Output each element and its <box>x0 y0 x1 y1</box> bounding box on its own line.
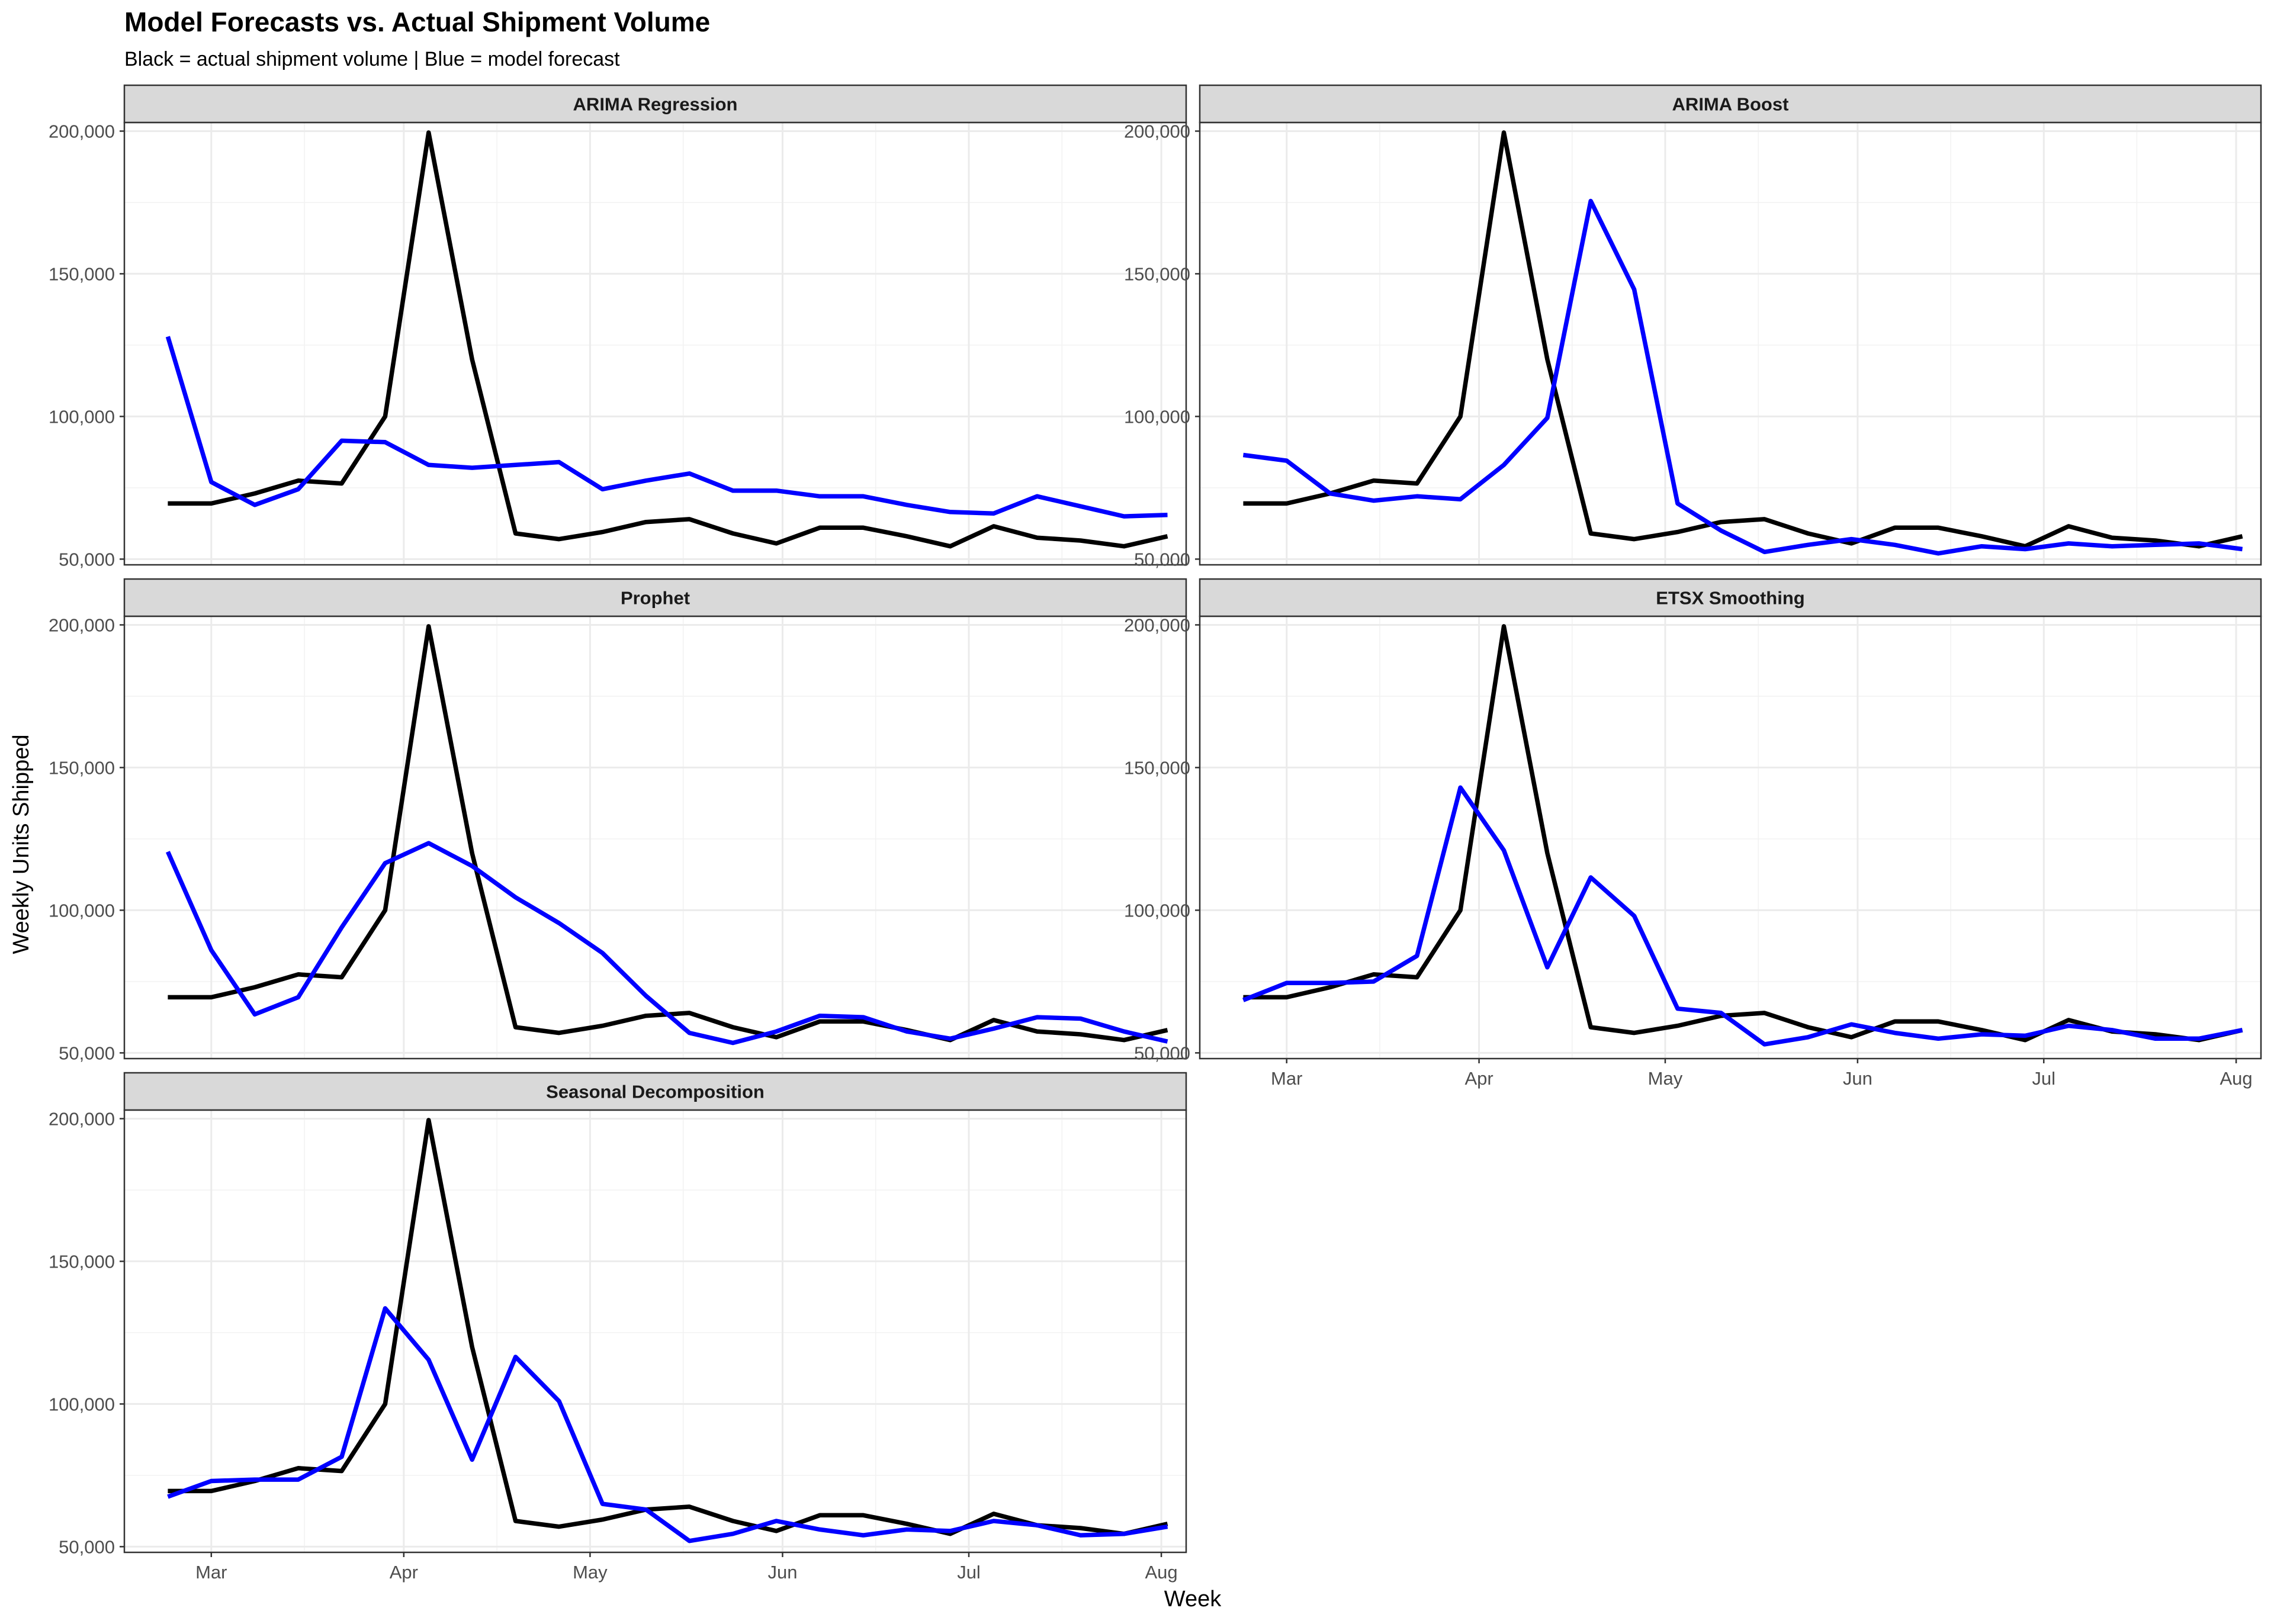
forecast-series-line <box>165 841 1168 1046</box>
x-tick-label: Jul <box>957 1562 981 1583</box>
x-tick-label: Aug <box>1145 1562 1177 1583</box>
facet-panels: ARIMA Regression 50,000 100,000 150,000 200,… <box>49 84 2262 1583</box>
facet-title: ARIMA Regression <box>573 94 738 115</box>
y-tick-label: 100,000 <box>49 406 115 427</box>
facet-panel: Prophet 50,000 100,000 150,000 200,000 <box>49 578 1187 1063</box>
x-tick-label: Jun <box>1843 1068 1872 1089</box>
facet-strip <box>1199 578 2262 618</box>
x-tick-label: Apr <box>1464 1068 1493 1089</box>
forecast-series-line <box>1242 198 2243 556</box>
x-tick-label: Jun <box>767 1562 797 1583</box>
y-tick-label: 50,000 <box>1134 549 1190 570</box>
facet-strip <box>123 1072 1187 1111</box>
x-tick-label: May <box>573 1562 608 1583</box>
facet-title: Seasonal Decomposition <box>546 1082 765 1102</box>
x-tick-label: Apr <box>390 1562 418 1583</box>
y-tick-label: 150,000 <box>49 1251 115 1272</box>
y-axis-label: Weekly Units Shipped <box>9 734 34 954</box>
facet-strip <box>123 84 1187 124</box>
facet-title: ETSX Smoothing <box>1656 588 1804 609</box>
x-tick-label: May <box>1648 1068 1683 1089</box>
plot-background <box>1200 616 2261 1059</box>
panel-border <box>123 121 1187 566</box>
x-tick-label: Mar <box>195 1562 227 1583</box>
y-tick-label: 100,000 <box>1124 406 1190 427</box>
plot-background <box>124 123 1186 565</box>
facet-panel: ARIMA Boost 50,000 100,000 150,000 200,000 <box>1124 84 2262 570</box>
forecast-series-line <box>167 1306 1168 1543</box>
y-tick-label: 50,000 <box>59 549 115 570</box>
x-tick-label: Mar <box>1271 1068 1302 1089</box>
panel-border <box>1199 615 2262 1060</box>
x-tick-label: Aug <box>2220 1068 2252 1089</box>
x-tick-label: Jul <box>2032 1068 2055 1089</box>
y-tick-label: 150,000 <box>49 263 115 284</box>
facet-panel: Seasonal Decomposition 50,000 100,000 150,0… <box>49 1072 1187 1583</box>
actual-series-line <box>1243 130 2243 549</box>
y-tick-label: 100,000 <box>49 900 115 921</box>
y-tick-label: 200,000 <box>49 615 115 635</box>
y-tick-label: 100,000 <box>1124 900 1190 921</box>
panel-border <box>123 615 1187 1060</box>
facet-panel: ETSX Smoothing 50,000 100,000 150,000 200,00… <box>1124 578 2262 1089</box>
facet-panel: ARIMA Regression 50,000 100,000 150,000 200,… <box>49 84 1187 570</box>
x-axis-label: Week <box>1164 1587 1222 1612</box>
facet-title: Prophet <box>621 588 690 609</box>
y-tick-label: 50,000 <box>59 1536 115 1557</box>
y-tick-label: 50,000 <box>59 1043 115 1063</box>
facet-title: ARIMA Boost <box>1672 94 1789 115</box>
chart-subtitle: Black = actual shipment volume | Blue = … <box>124 48 620 70</box>
plot-background <box>124 1110 1186 1552</box>
forecast-series-line <box>1242 785 2243 1047</box>
facet-strip <box>1199 84 2262 124</box>
y-tick-label: 150,000 <box>49 757 115 778</box>
panel-border <box>1199 121 2262 566</box>
chart-title: Model Forecasts vs. Actual Shipment Volu… <box>124 7 710 37</box>
panel-border <box>123 1109 1187 1554</box>
y-tick-label: 50,000 <box>1134 1043 1190 1063</box>
y-tick-label: 200,000 <box>49 1108 115 1129</box>
forecast-series-line <box>165 336 1168 519</box>
actual-series-line <box>168 1118 1168 1536</box>
y-tick-label: 100,000 <box>49 1394 115 1414</box>
plot-background <box>1200 123 2261 565</box>
actual-series-line <box>1243 624 2243 1043</box>
y-tick-label: 200,000 <box>49 121 115 142</box>
actual-series-line <box>168 130 1168 549</box>
y-tick-label: 200,000 <box>1124 121 1190 142</box>
y-tick-label: 150,000 <box>1124 263 1190 284</box>
y-tick-label: 150,000 <box>1124 757 1190 778</box>
plot-background <box>124 616 1186 1059</box>
facet-strip <box>123 578 1187 618</box>
y-tick-label: 200,000 <box>1124 615 1190 635</box>
